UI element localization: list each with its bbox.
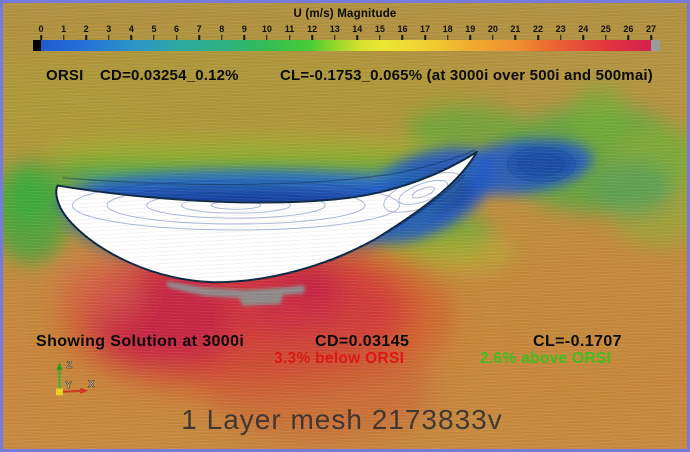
- colorbar-tick-label: 21: [510, 24, 521, 34]
- colorbar-tick-mark: [469, 34, 471, 41]
- colorbar-tick-label: 7: [196, 24, 202, 34]
- colorbar-tick-mark: [311, 34, 313, 41]
- z-axis-arrowhead: [56, 362, 63, 371]
- colorbar-below-range-swatch: [33, 40, 41, 51]
- colorbar-tick-label: 4: [128, 24, 134, 34]
- colorbar-tick-mark: [514, 34, 517, 41]
- colorbar-tick-mark: [379, 34, 381, 41]
- colorbar-tick-label: 27: [645, 24, 657, 34]
- gray-above-range-patch: [166, 281, 305, 306]
- colorbar-tick-label: 24: [578, 24, 589, 34]
- colorbar-tick-label: 18: [442, 24, 453, 34]
- colorbar-tick-mark: [492, 34, 494, 41]
- colorbar-tick-label: 2: [83, 24, 89, 34]
- colorbar-tick-label: 5: [151, 24, 157, 34]
- colorbar-tick-mark: [266, 34, 268, 41]
- colorbar-tick-mark: [446, 34, 449, 41]
- colorbar-tick-label: 16: [397, 24, 408, 34]
- colorbar-tick-mark: [333, 34, 336, 41]
- colorbar-tick-mark: [288, 34, 291, 41]
- colorbar-tick-mark: [85, 34, 87, 41]
- colorbar-tick-label: 15: [374, 24, 385, 34]
- colorbar-tick-label: 14: [352, 24, 363, 34]
- cl-delta-vs-reference: 2.6% above ORSI: [480, 350, 612, 367]
- colorbar-above-range-swatch: [651, 40, 660, 51]
- colorbar-tick-mark: [220, 34, 223, 41]
- colorbar-tick-label: 3: [106, 24, 112, 34]
- colorbar-tick-label: 9: [241, 24, 247, 34]
- colorbar-tick-mark: [605, 34, 607, 41]
- colorbar-title: U (m/s) Magnitude: [293, 8, 397, 20]
- orientation-axes-widget: Z Y X: [56, 359, 96, 396]
- reference-cd-value: CD=0.03254_0.12%: [100, 67, 239, 84]
- reference-cl-value: CL=-0.1753_0.065% (at 3000i over 500i an…: [280, 67, 653, 84]
- colorbar-tick-label: 12: [307, 24, 318, 34]
- feature-lines: [62, 149, 476, 263]
- colorbar-tick-mark: [62, 34, 65, 41]
- colorbar-tick-label: 26: [623, 24, 634, 34]
- solution-cl-value: CL=-0.1707: [533, 333, 622, 350]
- airfoil-body: [55, 151, 478, 284]
- colorbar-tick-label: 17: [420, 24, 431, 34]
- solution-status: Showing Solution at 3000i: [36, 333, 245, 350]
- colorbar-tick-mark: [401, 34, 404, 41]
- x-axis-label: X: [88, 378, 95, 389]
- flow-field-scene: Z Y X: [3, 3, 687, 449]
- solution-cd-value: CD=0.03145: [315, 333, 410, 350]
- colorbar-tick-label: 8: [219, 24, 225, 34]
- colorbar-tick-mark: [424, 34, 426, 41]
- y-axis-label: Y: [65, 379, 72, 390]
- mesh-caption: 1 Layer mesh 2173833v: [181, 404, 503, 435]
- colorbar-tick-label: 11: [284, 24, 295, 34]
- colorbar-tick-label: 6: [174, 24, 180, 34]
- colorbar-tick-label: 1: [61, 24, 67, 34]
- colorbar-tick-mark: [153, 34, 155, 41]
- colorbar-gradient: [41, 40, 651, 51]
- colorbar-tick-mark: [650, 34, 652, 41]
- z-axis-label: Z: [66, 359, 72, 370]
- colorbar-tick-mark: [537, 34, 539, 41]
- swirl-streamlines: [71, 147, 576, 231]
- colorbar-tick-mark: [198, 34, 200, 41]
- colorbar-tick-label: 13: [329, 24, 340, 34]
- reference-name: ORSI: [46, 67, 84, 84]
- red-high-speed-region: [52, 233, 455, 445]
- colorbar-tick-mark: [108, 34, 110, 41]
- cd-delta-vs-reference: 3.3% below ORSI: [274, 350, 405, 367]
- colorbar-tick-mark: [559, 34, 562, 41]
- colorbar-tick-label: 19: [465, 24, 476, 34]
- colorbar-tick-label: 20: [487, 24, 498, 34]
- colorbar-tick-mark: [40, 34, 42, 41]
- colorbar-tick-label: 10: [261, 24, 272, 34]
- colorbar-tick-mark: [627, 34, 630, 41]
- colorbar-tick-mark: [582, 34, 584, 41]
- colorbar-tick-mark: [175, 34, 178, 41]
- colorbar-tick-label: 0: [38, 24, 44, 34]
- colorbar-tick-mark: [130, 34, 133, 41]
- colorbar-tick-label: 25: [600, 24, 611, 34]
- colorbar-tick-mark: [356, 34, 359, 41]
- colorbar-tick-label: 23: [555, 24, 566, 34]
- colorbar-tick-label: 22: [533, 24, 544, 34]
- colorbar-tick-mark: [243, 34, 246, 41]
- y-axis-marker: [56, 388, 63, 396]
- x-axis-arrowhead: [80, 387, 89, 394]
